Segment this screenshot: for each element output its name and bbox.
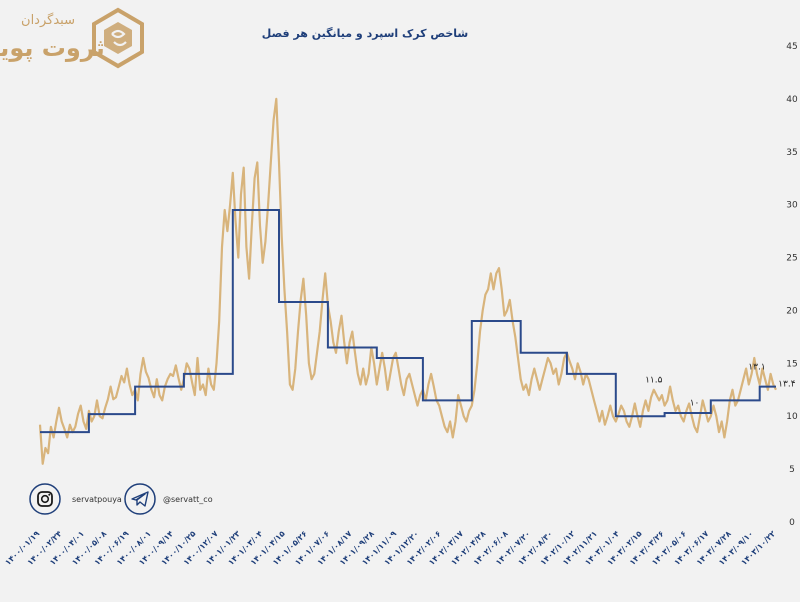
y-tick-label: 25 [786,254,797,264]
y-tick-label: 10 [786,412,798,422]
brand-bottom-text: ثروت پویا [0,34,105,62]
season-average-line [40,209,776,434]
chart-title: شاخص کرک اسپرد و میانگین هر فصل [262,27,468,40]
telegram-icon [131,491,149,507]
y-tick-label: 20 [786,306,798,316]
brand-logo: سبدگردان ثروت پویا [0,7,144,69]
brand-top-text: سبدگردان [21,12,75,28]
telegram-handle[interactable]: @servatt_co [163,495,213,504]
y-axis: 0 5 10 15 20 25 30 35 40 45 [786,42,798,528]
instagram-handle[interactable]: servatpouya [72,495,122,504]
series-layer [38,97,777,465]
index-series-line [38,97,777,465]
data-annotation: ۱۳.۴ [778,380,796,390]
data-annotation: ۱۳.۱ [748,363,765,373]
instagram-icon [37,491,53,507]
y-tick-label: 35 [786,148,797,158]
y-tick-label: 5 [789,465,795,475]
y-tick-label: 40 [786,95,798,105]
y-tick-label: 15 [786,359,797,369]
y-tick-label: 0 [789,518,795,528]
brand-emblem-icon [92,7,144,69]
annotations: ۱۱.۵ ۱۰ ۱۳.۱ ۱۳.۴ [645,363,796,409]
data-annotation: ۱۱.۵ [645,375,663,385]
instagram-badge[interactable] [29,483,61,515]
y-tick-label: 30 [786,201,798,211]
data-annotation: ۱۰ [690,399,700,409]
x-axis: ۱۴۰۰/۰۱/۱۹۱۴۰۰/۰۲/۲۴۱۴۰۰/۰۴/۰۱۱۴۰۰/۰۵/۰۸… [3,529,777,567]
y-tick-label: 45 [786,42,797,52]
telegram-badge[interactable] [124,483,156,515]
